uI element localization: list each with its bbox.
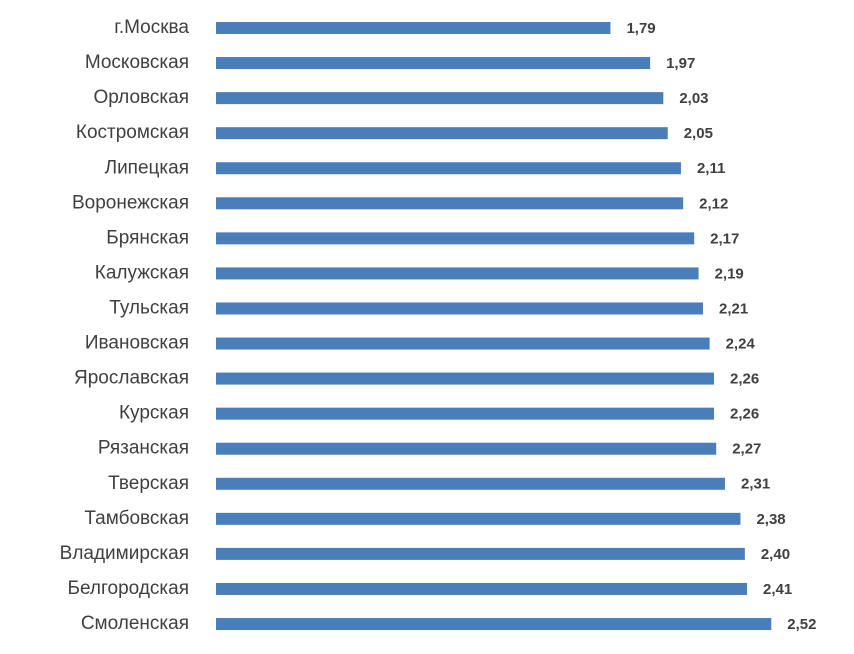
value-label: 2,31	[741, 476, 770, 493]
category-label: Тверская	[108, 473, 189, 494]
bar	[216, 407, 715, 420]
category-label: Московская	[85, 52, 189, 73]
value-label: 2,26	[730, 406, 759, 423]
category-label: Брянская	[106, 227, 189, 248]
bar	[216, 232, 695, 245]
value-label: 2,12	[699, 195, 728, 212]
bar	[216, 162, 681, 175]
category-label: Смоленская	[81, 613, 189, 634]
value-label: 2,40	[761, 546, 790, 563]
bar	[216, 22, 611, 34]
value-label: 1,97	[666, 55, 695, 72]
category-label: Владимирская	[60, 543, 189, 564]
bar	[216, 92, 664, 105]
value-label: 2,03	[679, 90, 708, 107]
value-label: 2,24	[726, 336, 756, 353]
bar	[216, 337, 710, 350]
category-label: Белгородская	[68, 578, 189, 599]
bar	[216, 372, 715, 385]
value-label: 1,79	[626, 20, 655, 37]
category-label: Орловская	[93, 87, 189, 108]
category-label: Тульская	[109, 297, 189, 318]
category-label: Тамбовская	[84, 508, 189, 529]
category-label: Курская	[119, 403, 189, 424]
category-label: Костромская	[76, 122, 189, 143]
value-label: 2,11	[697, 160, 725, 177]
value-label: 2,26	[730, 371, 759, 388]
value-label: 2,41	[763, 581, 792, 598]
value-label: 2,19	[715, 265, 744, 282]
value-label: 2,05	[684, 125, 713, 142]
bar	[216, 267, 699, 280]
value-label: 2,21	[719, 300, 748, 317]
bar	[216, 57, 651, 70]
category-label: Ивановская	[85, 333, 189, 354]
value-label: 2,17	[710, 230, 739, 247]
category-label: Воронежская	[72, 192, 189, 213]
category-label: Ярославская	[74, 368, 189, 389]
bar	[216, 477, 726, 490]
bar	[216, 197, 684, 210]
bar	[216, 618, 772, 631]
value-label: 2,52	[787, 616, 816, 633]
value-label: 2,27	[732, 441, 761, 458]
category-label: г.Москва	[114, 17, 189, 38]
bar	[216, 582, 748, 595]
value-label: 2,38	[756, 511, 785, 528]
bar	[216, 302, 703, 315]
bar	[216, 547, 745, 560]
bar	[216, 127, 668, 140]
bar	[216, 442, 717, 455]
bar	[216, 512, 741, 525]
category-label: Рязанская	[98, 438, 189, 459]
category-label: Липецкая	[105, 157, 189, 178]
category-label: Калужская	[95, 262, 189, 283]
